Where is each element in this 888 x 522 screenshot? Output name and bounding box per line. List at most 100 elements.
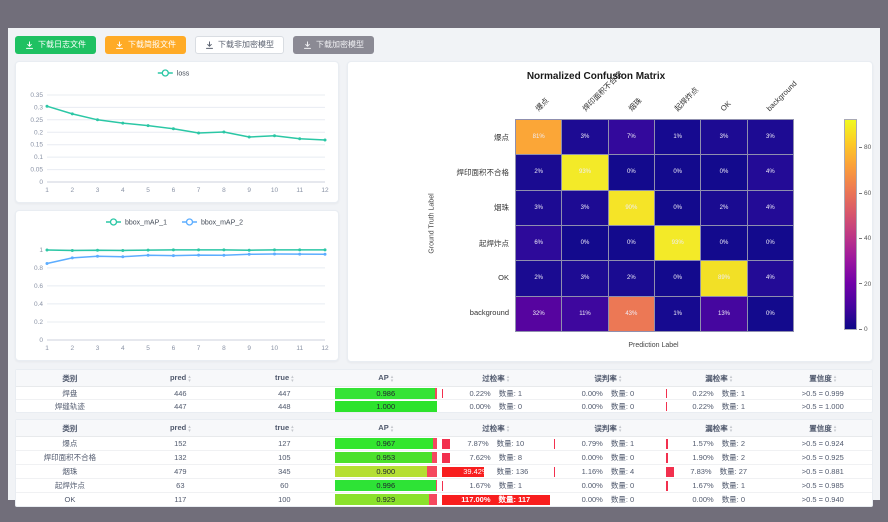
- series-line-bbox_mAP_2: [46, 253, 326, 265]
- x-tick-label: 10: [271, 345, 279, 352]
- rate-count: 数量: 0: [610, 453, 635, 462]
- matrix-cell: 93%: [654, 225, 701, 261]
- matrix-col-label: 爆点: [534, 96, 551, 113]
- button-label: 下载日志文件: [38, 40, 86, 49]
- col-header-missdetect-rate[interactable]: 漏检率 ▴ ▾: [663, 420, 774, 437]
- sort-caret-icon[interactable]: ▴ ▾: [390, 373, 394, 384]
- colorbar: [844, 119, 857, 330]
- pred-count-cell: 446: [123, 386, 237, 400]
- matrix-cell: 4%: [747, 261, 793, 296]
- metrics-tables: 类别 pred ▴ ▾ true ▴ ▾ AP ▴ ▾ 过检率 ▴ ▾ 误判率 ▴ ▾ 漏检率 ▴ ▾ 置信度 ▴ ▾ 焊盘…: [8, 362, 880, 507]
- y-tick-label: 0.4: [34, 301, 43, 308]
- sort-caret-icon[interactable]: ▴ ▾: [506, 423, 510, 434]
- matrix-cell: 0%: [747, 296, 793, 331]
- col-header-missdetect-rate[interactable]: 漏检率 ▴ ▾: [663, 370, 774, 387]
- toolbar: 下载日志文件 下载简报文件 下载非加密模型 下载加密模型: [8, 28, 880, 61]
- col-header-misjudge-rate[interactable]: 误判率 ▴ ▾: [551, 370, 664, 387]
- sort-caret-icon[interactable]: ▴ ▾: [188, 423, 191, 434]
- download-unencrypted-model-button[interactable]: 下载非加密模型: [195, 36, 284, 54]
- overdetect-rate-cell: 117.00% 数量: 117: [440, 493, 552, 507]
- matrix-cell: 0%: [747, 225, 793, 261]
- legend-label: bbox_mAP_2: [201, 220, 243, 227]
- legend-item-loss[interactable]: loss: [157, 69, 190, 78]
- true-count-cell: 60: [236, 478, 332, 493]
- sort-caret-icon[interactable]: ▴ ▾: [729, 373, 733, 384]
- matrix-cell: 0%: [654, 190, 701, 225]
- missdetect-rate-cell: 1.90% 数量: 2: [663, 450, 774, 465]
- column-header-label: true: [274, 373, 290, 383]
- matrix-cell: 1%: [654, 120, 701, 155]
- sort-caret-icon[interactable]: ▴ ▾: [291, 423, 294, 434]
- misjudge-rate-cell: 0.00% 数量: 0: [552, 493, 664, 507]
- matrix-col-label: OK: [718, 98, 733, 113]
- x-tick-label: 3: [96, 187, 100, 194]
- pred-count-cell: 447: [174, 401, 187, 411]
- matrix-cell: 11%: [562, 296, 608, 331]
- col-header-confidence[interactable]: 置信度 ▴ ▾: [773, 420, 872, 437]
- overdetect-rate-cell: 7.87% 数量: 10: [439, 436, 552, 451]
- col-header-true[interactable]: true ▴ ▾: [236, 370, 332, 387]
- col-header-ap[interactable]: AP ▴ ▾: [331, 420, 440, 437]
- rate-percent: 1.67%: [692, 481, 714, 490]
- download-encrypted-model-button[interactable]: 下载加密模型: [293, 36, 374, 54]
- column-header-label: AP: [378, 423, 389, 433]
- rate-percent: 7.87%: [467, 439, 489, 448]
- rate-count: 数量: 1: [498, 481, 523, 490]
- col-header-pred[interactable]: pred ▴ ▾: [123, 370, 237, 387]
- col-header-overdetect-rate[interactable]: 过检率 ▴ ▾: [439, 370, 552, 387]
- rate-percent: 1.16%: [581, 467, 603, 476]
- button-label: 下载简报文件: [128, 40, 176, 49]
- pred-count-cell: 63: [123, 478, 237, 493]
- matrix-cell: 81%: [516, 120, 562, 155]
- true-count-cell: 105: [236, 450, 332, 465]
- col-header-overdetect-rate[interactable]: 过检率 ▴ ▾: [439, 420, 552, 437]
- col-header-misjudge-rate[interactable]: 误判率 ▴ ▾: [551, 420, 664, 437]
- col-header-ap[interactable]: AP ▴ ▾: [331, 370, 440, 387]
- matrix-cell: 6%: [516, 225, 562, 261]
- pred-count-cell: 117: [174, 495, 187, 504]
- rate-count: 数量: 0: [721, 495, 746, 504]
- rate-percent: 0.00%: [581, 481, 603, 490]
- button-label: 下载非加密模型: [218, 40, 274, 49]
- column-header-label: 类别: [62, 423, 78, 433]
- sort-caret-icon[interactable]: ▴ ▾: [618, 423, 622, 434]
- sort-caret-icon[interactable]: ▴ ▾: [618, 373, 622, 384]
- sort-caret-icon[interactable]: ▴ ▾: [833, 373, 837, 384]
- x-tick-label: 6: [172, 187, 176, 194]
- rate-count: 数量: 10: [496, 439, 525, 448]
- col-header-true[interactable]: true ▴ ▾: [236, 420, 332, 437]
- col-header-confidence[interactable]: 置信度 ▴ ▾: [773, 370, 872, 387]
- true-count-cell: 127: [236, 436, 332, 451]
- sort-caret-icon[interactable]: ▴ ▾: [506, 373, 510, 384]
- overdetect-rate-cell: 7.62% 数量: 8: [439, 450, 552, 465]
- download-log-file-button[interactable]: 下载日志文件: [15, 36, 96, 54]
- sort-caret-icon[interactable]: ▴ ▾: [390, 423, 394, 434]
- legend-item-bbox_mAP_2[interactable]: bbox_mAP_2: [182, 218, 243, 227]
- series-line-loss: [46, 105, 326, 141]
- legend-label: loss: [177, 71, 190, 78]
- sort-caret-icon[interactable]: ▴ ▾: [291, 373, 294, 384]
- sort-caret-icon[interactable]: ▴ ▾: [729, 423, 733, 434]
- rate-percent: 0.00%: [581, 495, 603, 504]
- confidence-cell: >0.5 = 0.985: [773, 478, 872, 493]
- matrix-cell: 3%: [747, 120, 793, 155]
- rate-count: 数量: 27: [719, 467, 748, 476]
- col-header-pred[interactable]: pred ▴ ▾: [123, 420, 237, 437]
- column-header-label: 置信度: [809, 423, 832, 433]
- matrix-cell: 3%: [516, 190, 562, 225]
- y-tick-label: 0.2: [34, 129, 43, 136]
- x-tick-label: 9: [247, 345, 251, 352]
- true-count-cell: 448: [278, 401, 291, 411]
- rate-count: 数量: 0: [610, 401, 635, 411]
- column-header-label: 置信度: [809, 373, 832, 383]
- legend-item-bbox_mAP_1[interactable]: bbox_mAP_1: [106, 218, 167, 227]
- rate-percent: 7.62%: [469, 453, 491, 462]
- overdetect-rate-cell: 0.00% 数量: 0: [440, 400, 552, 413]
- download-report-file-button[interactable]: 下载简报文件: [105, 36, 186, 54]
- column-header-label: AP: [378, 373, 389, 383]
- sort-caret-icon[interactable]: ▴ ▾: [188, 373, 191, 384]
- x-tick-label: 3: [96, 345, 100, 352]
- rate-percent: 0.79%: [581, 439, 603, 448]
- sort-caret-icon[interactable]: ▴ ▾: [833, 423, 837, 434]
- x-tick-label: 9: [247, 187, 251, 194]
